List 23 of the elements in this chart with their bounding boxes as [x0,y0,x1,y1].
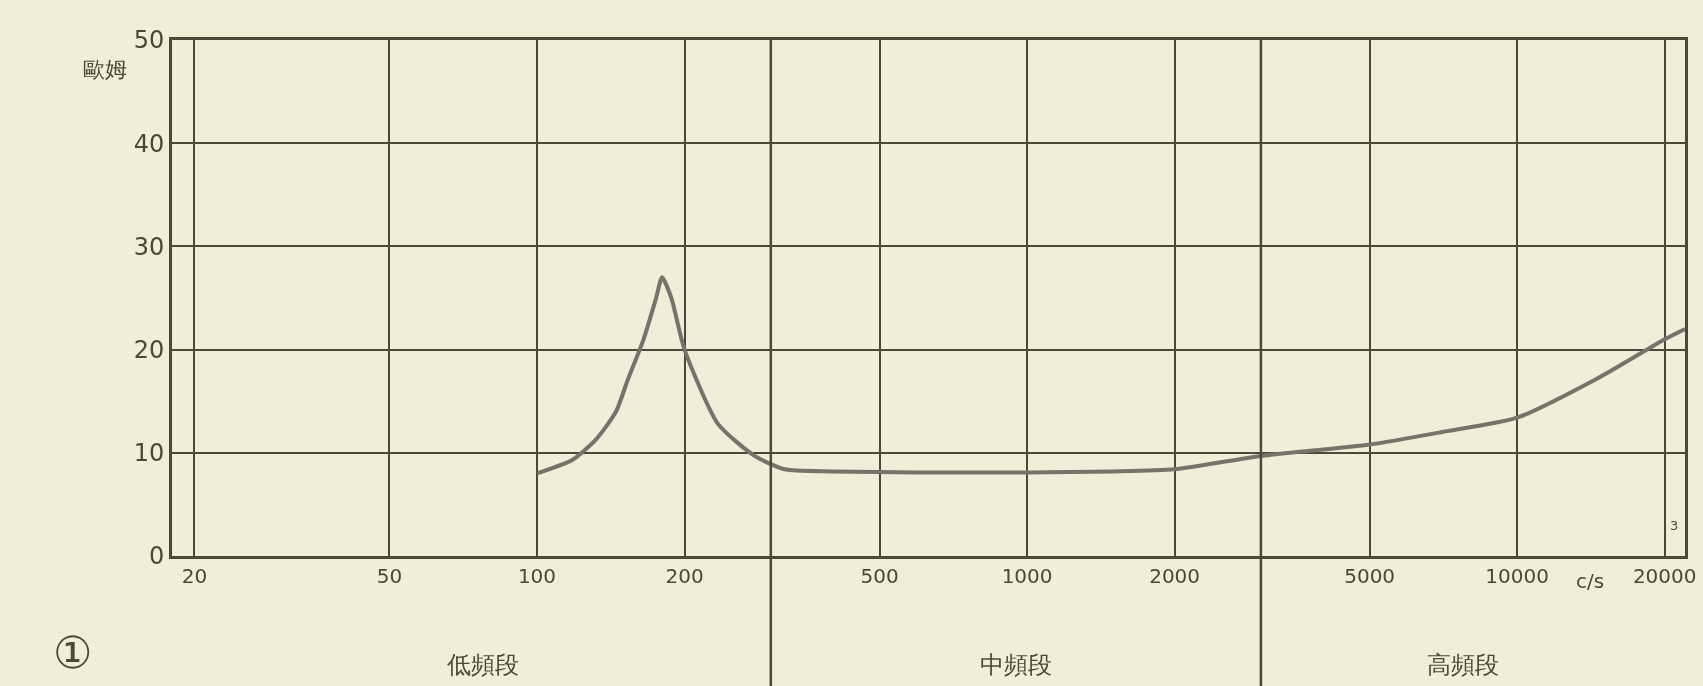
y-tick-label: 30 [133,232,165,261]
text: ① [53,627,93,678]
text: 中頻段 [980,651,1052,679]
text: 低頻段 [447,651,519,679]
y-tick-label: 20 [133,336,165,364]
x-tick-label: 10000 [1485,564,1549,588]
x-tick-label: 5000 [1344,564,1396,588]
y-tick-label: 10 [133,439,165,468]
x-tick-label: 2000 [1149,564,1201,588]
x-tick-label: 100 [517,564,557,588]
x-tick-label: 20 [181,564,208,588]
y-tick-label: 0 [148,542,165,571]
text: 高頻段 [1427,651,1499,679]
x-tick-label: 1000 [1001,564,1053,588]
x-axis-title: c/s [1576,569,1605,593]
x-tick-label: 50 [376,564,403,588]
x-tick-label: 20000 [1632,564,1697,588]
y-tick-label: 40 [133,129,165,158]
y-tick-label: 50 [133,26,165,55]
x-tick-label: 500 [860,564,899,588]
annotation: 3 [1670,518,1679,533]
x-tick-label: 200 [665,564,704,588]
y-axis-title: 歐姆 [83,57,127,82]
